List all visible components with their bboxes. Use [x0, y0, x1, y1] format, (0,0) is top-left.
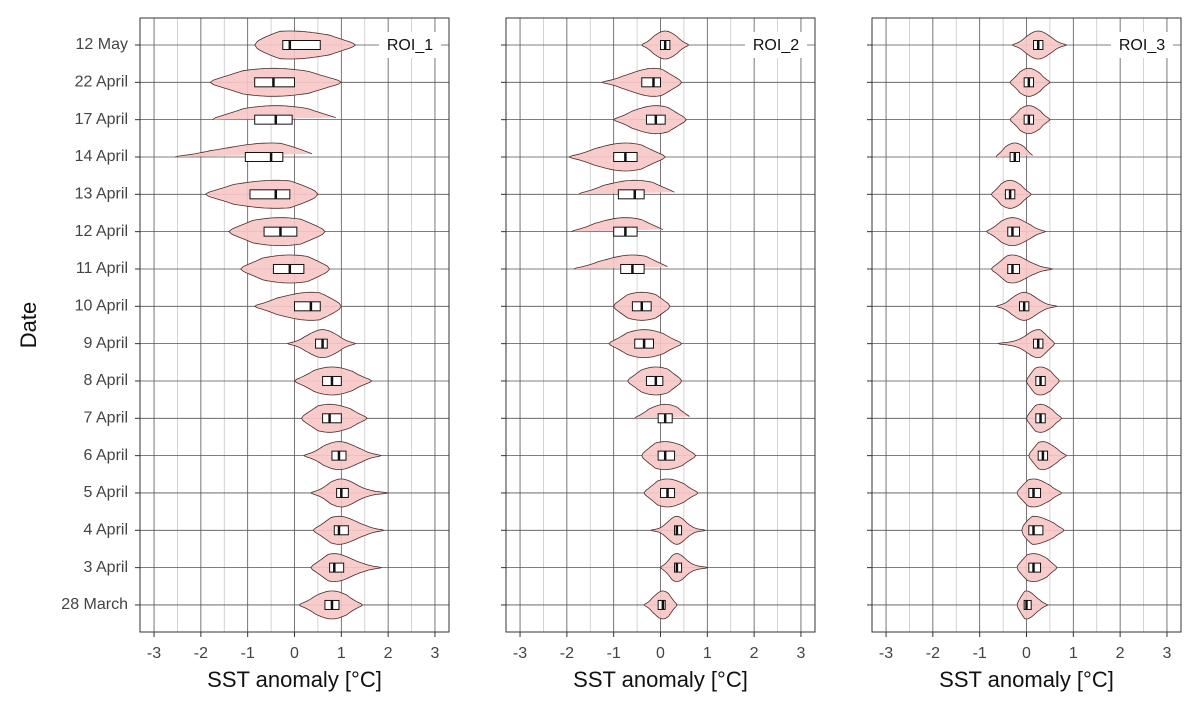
x-tick-label: -2 — [926, 645, 940, 662]
x-tick-label: -2 — [560, 645, 574, 662]
violin — [310, 553, 383, 582]
y-axis-label: Date — [16, 302, 41, 348]
x-axis-label: SST anomaly [°C] — [207, 667, 382, 692]
y-tick-label: 4 April — [84, 522, 128, 539]
y-tick-label: 12 April — [75, 223, 128, 240]
y-tick-label: 5 April — [84, 484, 128, 501]
violin — [634, 403, 690, 419]
y-tick-label: 22 April — [75, 74, 128, 91]
x-tick-label: -3 — [513, 645, 527, 662]
violin — [212, 105, 336, 121]
x-tick-label: -2 — [194, 645, 208, 662]
panel-label-bg — [745, 32, 807, 58]
panel-label-bg — [1111, 32, 1173, 58]
x-tick-label: -3 — [147, 645, 161, 662]
y-tick-label: 6 April — [84, 447, 128, 464]
violin — [310, 478, 389, 508]
box — [249, 189, 291, 200]
x-tick-label: 1 — [1069, 645, 1078, 662]
y-tick-label: 14 April — [75, 148, 128, 165]
panel-title: ROI_3 — [1119, 37, 1165, 54]
panel-title: ROI_1 — [387, 37, 433, 54]
y-tick-label: 7 April — [84, 410, 128, 427]
x-tick-label: 1 — [337, 645, 346, 662]
y-tick-label: 10 April — [75, 298, 128, 315]
y-tick-label: 8 April — [84, 372, 128, 389]
x-axis-label: SST anomaly [°C] — [939, 667, 1114, 692]
box — [333, 525, 349, 536]
x-tick-label: 2 — [750, 645, 759, 662]
y-tick-label: 17 April — [75, 111, 128, 128]
panel-border — [505, 17, 816, 633]
x-tick-label: -1 — [973, 645, 987, 662]
violin — [175, 142, 313, 158]
x-tick-label: -1 — [241, 645, 255, 662]
x-tick-label: 2 — [1116, 645, 1125, 662]
box — [254, 114, 293, 125]
violin — [997, 329, 1056, 358]
x-axis-label: SST anomaly [°C] — [573, 667, 748, 692]
x-tick-label: -1 — [607, 645, 621, 662]
x-tick-label: 3 — [431, 645, 440, 662]
violin — [1016, 590, 1049, 620]
x-tick-label: 0 — [656, 645, 665, 662]
panel-title: ROI_2 — [753, 37, 799, 54]
box — [1028, 525, 1044, 536]
x-tick-label: 3 — [1163, 645, 1172, 662]
box — [329, 562, 345, 573]
violin — [990, 254, 1054, 284]
box — [617, 189, 645, 200]
box — [322, 413, 342, 424]
x-tick-label: 0 — [1022, 645, 1031, 662]
box — [641, 77, 661, 88]
x-tick-label: 0 — [290, 645, 299, 662]
violin — [659, 553, 709, 583]
x-tick-label: 3 — [797, 645, 806, 662]
x-tick-label: -3 — [879, 645, 893, 662]
panel-border — [139, 17, 450, 633]
box — [282, 40, 321, 50]
panel-label-bg — [379, 32, 441, 58]
panel-border — [871, 17, 1182, 633]
x-tick-label: 2 — [384, 645, 393, 662]
y-tick-label: 3 April — [84, 559, 128, 576]
y-tick-label: 12 May — [76, 36, 128, 53]
box — [244, 151, 284, 162]
y-tick-label: 11 April — [76, 260, 128, 277]
y-tick-label: 13 April — [75, 186, 128, 203]
x-tick-label: 1 — [703, 645, 712, 662]
y-tick-label: 28 March — [61, 596, 128, 613]
violin — [995, 142, 1033, 158]
violin — [571, 217, 663, 232]
violin — [578, 179, 675, 195]
box — [294, 301, 321, 312]
y-tick-label: 9 April — [84, 335, 128, 352]
